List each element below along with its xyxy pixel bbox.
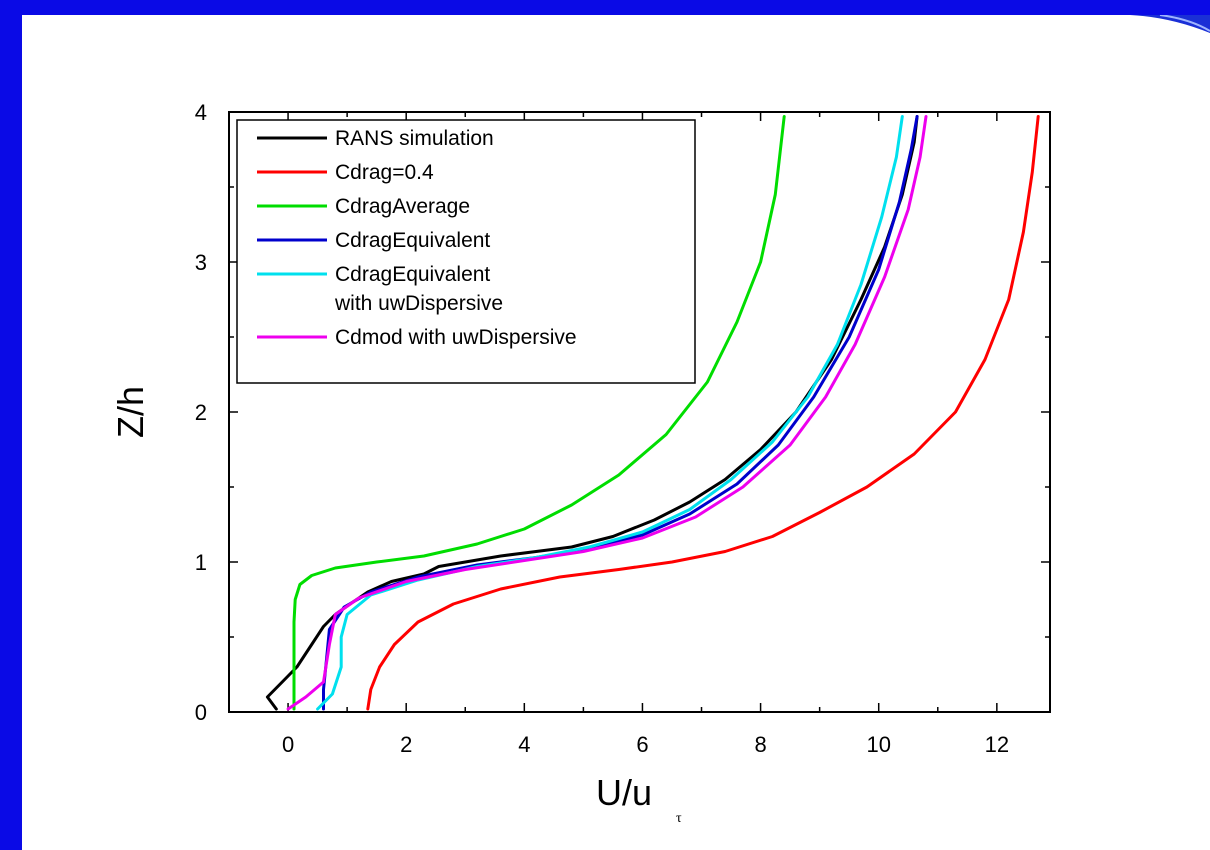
x-tick-label: 2: [400, 732, 412, 757]
legend-label: CdragEquivalent: [335, 229, 490, 252]
y-tick-label: 3: [195, 250, 207, 275]
legend: RANS simulation Cdrag=0.4 CdragAverage Cdra…: [236, 119, 696, 384]
corner-swoosh-decoration: [1130, 15, 1210, 33]
x-tick-label: 10: [866, 732, 890, 757]
legend-label: CdragAverage: [335, 195, 470, 218]
y-tick-label: 2: [195, 400, 207, 425]
legend-label: RANS simulation: [335, 127, 494, 150]
y-axis-title: Z/h: [110, 386, 151, 438]
x-axis-title-subscript: τ: [676, 811, 682, 826]
x-tick-label: 4: [518, 732, 530, 757]
series-line: [265, 115, 919, 711]
x-tick-label: 0: [282, 732, 294, 757]
x-axis-title-group: U/u τ: [596, 772, 682, 826]
series-lines: [265, 115, 1040, 711]
series-line: [316, 115, 904, 711]
y-tick-label: 0: [195, 700, 207, 725]
legend-label: Cdrag=0.4: [335, 161, 434, 184]
legend-label: CdragEquivalent: [335, 263, 490, 286]
legend-label-continued: with uwDispersive: [334, 292, 503, 315]
series-line: [286, 115, 928, 711]
y-axis: 0 1 2 3 4: [195, 100, 1050, 725]
y-tick-label: 4: [195, 100, 207, 125]
y-tick-label: 1: [195, 550, 207, 575]
x-axis: 0 2 4 6 8 10 12: [228, 112, 1009, 757]
legend-box: [236, 119, 696, 384]
series-line: [366, 115, 1040, 711]
x-tick-label: 12: [985, 732, 1009, 757]
series-line: [292, 115, 786, 711]
x-axis-title: U/u: [596, 772, 652, 813]
legend-label: Cdmod with uwDispersive: [335, 326, 577, 349]
x-tick-label: 6: [636, 732, 648, 757]
x-tick-label: 8: [754, 732, 766, 757]
